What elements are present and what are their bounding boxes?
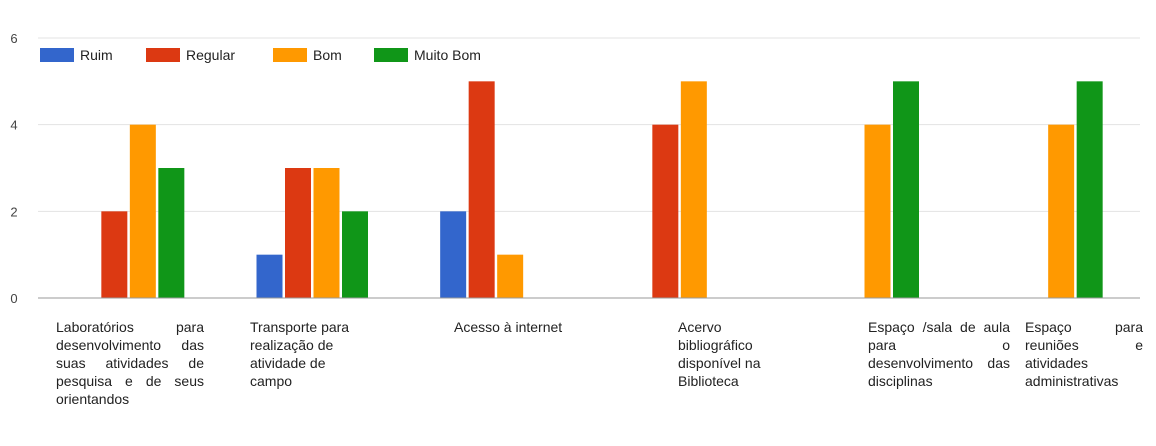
legend-label: Muito Bom [414, 47, 481, 63]
bars [101, 81, 1103, 299]
y-axis-ticks: 0 2 4 6 [10, 31, 17, 306]
bar-muito-bom [342, 211, 368, 298]
legend-swatch [146, 48, 180, 62]
y-tick-label: 4 [10, 118, 17, 133]
y-tick-label: 2 [10, 204, 17, 219]
bar-muito-bom [158, 168, 185, 298]
legend-label: Bom [313, 47, 342, 63]
x-category-label: Espaço para reuniões e atividades admini… [1025, 319, 1143, 389]
bar-bom [313, 168, 340, 298]
bar-bom [680, 81, 707, 298]
legend-swatch [374, 48, 408, 62]
y-tick-label: 0 [10, 291, 17, 306]
legend-swatch [40, 48, 74, 62]
bar-ruim [440, 211, 467, 298]
bar-regular [652, 124, 679, 299]
bar-muito-bom [1076, 81, 1103, 298]
bar-regular [468, 81, 495, 298]
bar-regular [101, 211, 128, 298]
gridlines [38, 37, 1140, 212]
bar-muito-bom [893, 81, 919, 298]
legend-label: Ruim [80, 47, 113, 63]
x-category-label: Acervo bibliográfico disponível na Bibli… [678, 319, 761, 389]
x-category-label: Acesso à internet [454, 319, 563, 335]
x-category-label: Espaço /sala de aula para o desenvolvime… [868, 319, 1010, 389]
x-category-label: Laboratórios para desenvolvimento das su… [56, 319, 204, 407]
legend-swatch [273, 48, 307, 62]
bar-bom [129, 124, 156, 299]
bar-bom [864, 124, 891, 299]
x-category-label: Transporte para realização de atividade … [250, 319, 350, 389]
legend: Ruim Regular Bom Muito Bom [40, 47, 481, 63]
bar-regular [285, 168, 311, 298]
y-tick-label: 6 [10, 31, 17, 46]
legend-label: Regular [186, 47, 235, 63]
bar-bom [497, 254, 524, 298]
bar-bom [1048, 124, 1075, 299]
bar-ruim [256, 254, 283, 298]
